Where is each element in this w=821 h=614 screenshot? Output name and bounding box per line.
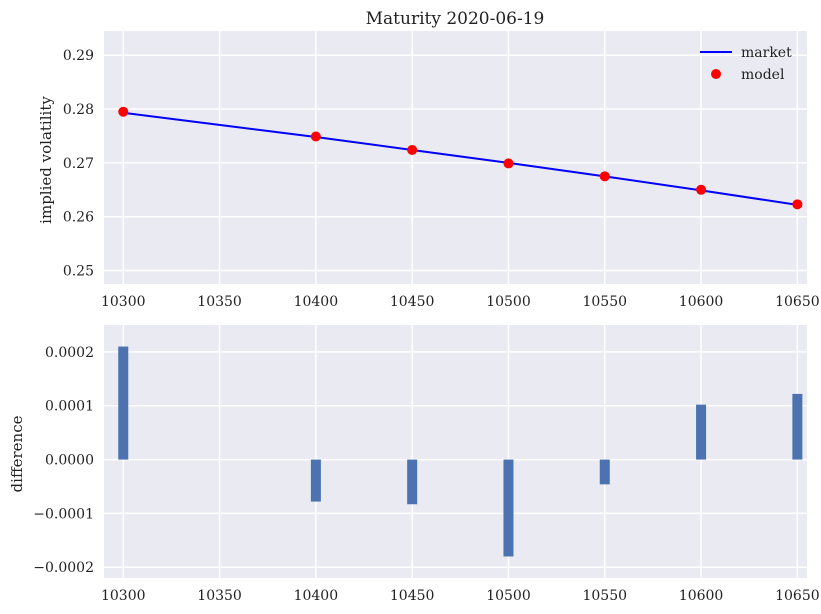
difference-bar [696,404,707,460]
volatility-y-tick-label: 0.25 [63,264,94,280]
difference-x-tick-label: 10300 [101,588,146,604]
difference-x-tick-label: 10500 [486,588,531,604]
chart-title: Maturity 2020-06-19 [366,9,545,29]
volatility-y-tick-label: 0.27 [63,156,94,172]
y-axis-label-difference: difference [8,415,26,492]
volatility-x-tick-label: 10600 [679,294,724,310]
difference-bar [503,459,514,557]
difference-bar [792,393,803,460]
model-point [599,171,610,182]
difference-x-tick-label: 10450 [390,588,435,604]
difference-x-tick-label: 10550 [582,588,627,604]
model-point [118,106,129,117]
difference-chart: 10300 10350 10400 10450 10500 10550 10600 10650… [8,325,820,604]
difference-bar [310,459,321,502]
difference-y-tick-label: 0.0002 [45,345,94,361]
volatility-y-tick-label: 0.29 [63,48,94,64]
volatility-x-tick-labels: 10300 10350 10400 10450 10500 10550 10600 10650 [101,294,820,310]
volatility-x-tick-label: 10500 [486,294,531,310]
volatility-y-tick-label: 0.26 [63,210,94,226]
difference-x-tick-labels: 10300 10350 10400 10450 10500 10550 10600 10650 [101,588,820,604]
volatility-x-tick-label: 10450 [390,294,435,310]
model-point [407,144,418,155]
difference-y-tick-label: 0.0001 [45,399,94,415]
difference-bar [407,459,418,505]
difference-plot-area [104,325,807,578]
difference-y-tick-label: 0.0000 [45,453,94,469]
model-point [696,184,707,195]
difference-bars [118,346,803,557]
volatility-chart: 10300 10350 10400 10450 10500 10550 10600 10650… [37,9,820,310]
volatility-y-tick-labels: 0.25 0.26 0.27 0.28 0.29 [63,48,94,279]
volatility-plot-area [104,31,807,284]
difference-bar [599,459,610,485]
model-point [310,131,321,142]
difference-x-tick-label: 10400 [294,588,339,604]
difference-y-tick-label: −0.0001 [33,506,94,522]
volatility-x-tick-label: 10550 [582,294,627,310]
model-point [503,158,514,169]
volatility-series [118,106,803,210]
legend-model-label: model [741,67,785,83]
difference-y-tick-labels: −0.0002 −0.0001 0.0000 0.0001 0.0002 [33,345,94,576]
difference-bar [118,346,129,460]
legend: market model [700,45,792,83]
volatility-x-tick-label: 10300 [101,294,146,310]
difference-x-tick-label: 10650 [775,588,820,604]
difference-x-tick-label: 10600 [679,588,724,604]
y-axis-label-implied-volatility: implied volatility [37,96,55,224]
model-point [792,199,803,210]
volatility-x-tick-label: 10400 [294,294,339,310]
volatility-x-tick-label: 10350 [197,294,242,310]
difference-x-tick-label: 10350 [197,588,242,604]
volatility-y-tick-label: 0.28 [63,102,94,118]
volatility-gridlines [104,31,807,284]
legend-market-label: market [741,45,792,61]
difference-y-tick-label: −0.0002 [33,560,94,576]
legend-model-swatch [711,69,721,79]
volatility-x-tick-label: 10650 [775,294,820,310]
